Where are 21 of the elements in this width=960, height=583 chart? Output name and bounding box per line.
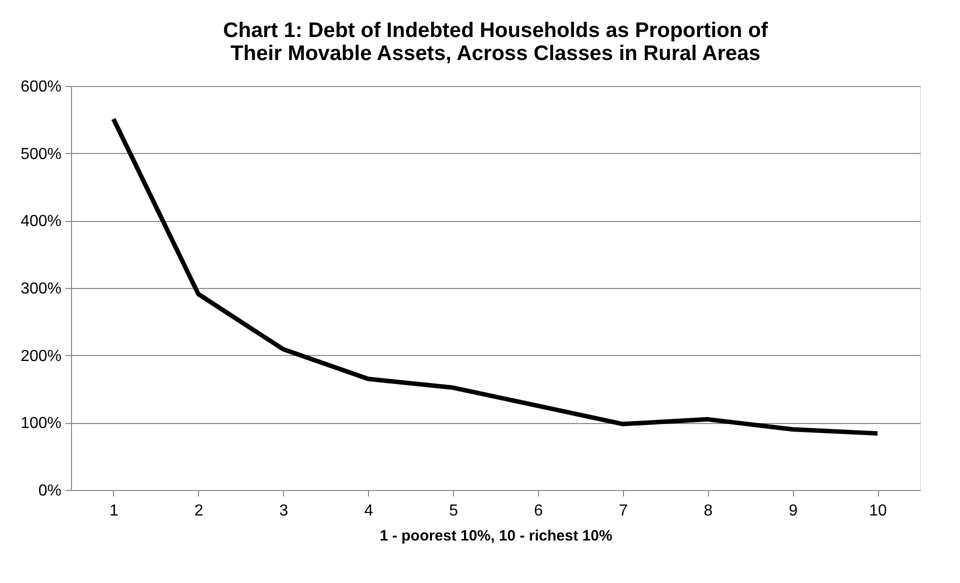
x-tick-label: 5 — [449, 502, 458, 520]
y-tick-label: 200% — [20, 348, 62, 365]
y-tick-label: 400% — [20, 213, 62, 230]
x-tick-label: 1 — [109, 502, 118, 520]
y-tick-label: 600% — [20, 78, 62, 96]
x-tick-label: 10 — [869, 502, 888, 520]
x-tick-label: 7 — [618, 502, 628, 520]
x-tick-label: 3 — [279, 502, 288, 520]
y-tick-label: 0% — [38, 482, 62, 500]
y-tick-label: 300% — [20, 280, 62, 298]
text: Chart 1: Debt of Indebted Households as Proportion of — [223, 19, 768, 42]
y-tick-label: 100% — [20, 415, 62, 432]
y-tick-label: 500% — [20, 146, 62, 163]
x-tick-label: 4 — [364, 502, 374, 520]
text: Their Movable Assets, Across Classes in Rural Areas — [230, 42, 760, 65]
x-axis-title: 1 - poorest 10%, 10 - richest 10% — [380, 528, 612, 544]
x-tick-label: 9 — [788, 502, 798, 520]
x-tick-label: 2 — [194, 502, 204, 520]
x-tick-label: 8 — [704, 502, 713, 520]
line-series — [111, 116, 880, 436]
x-tick-label: 6 — [534, 502, 543, 520]
